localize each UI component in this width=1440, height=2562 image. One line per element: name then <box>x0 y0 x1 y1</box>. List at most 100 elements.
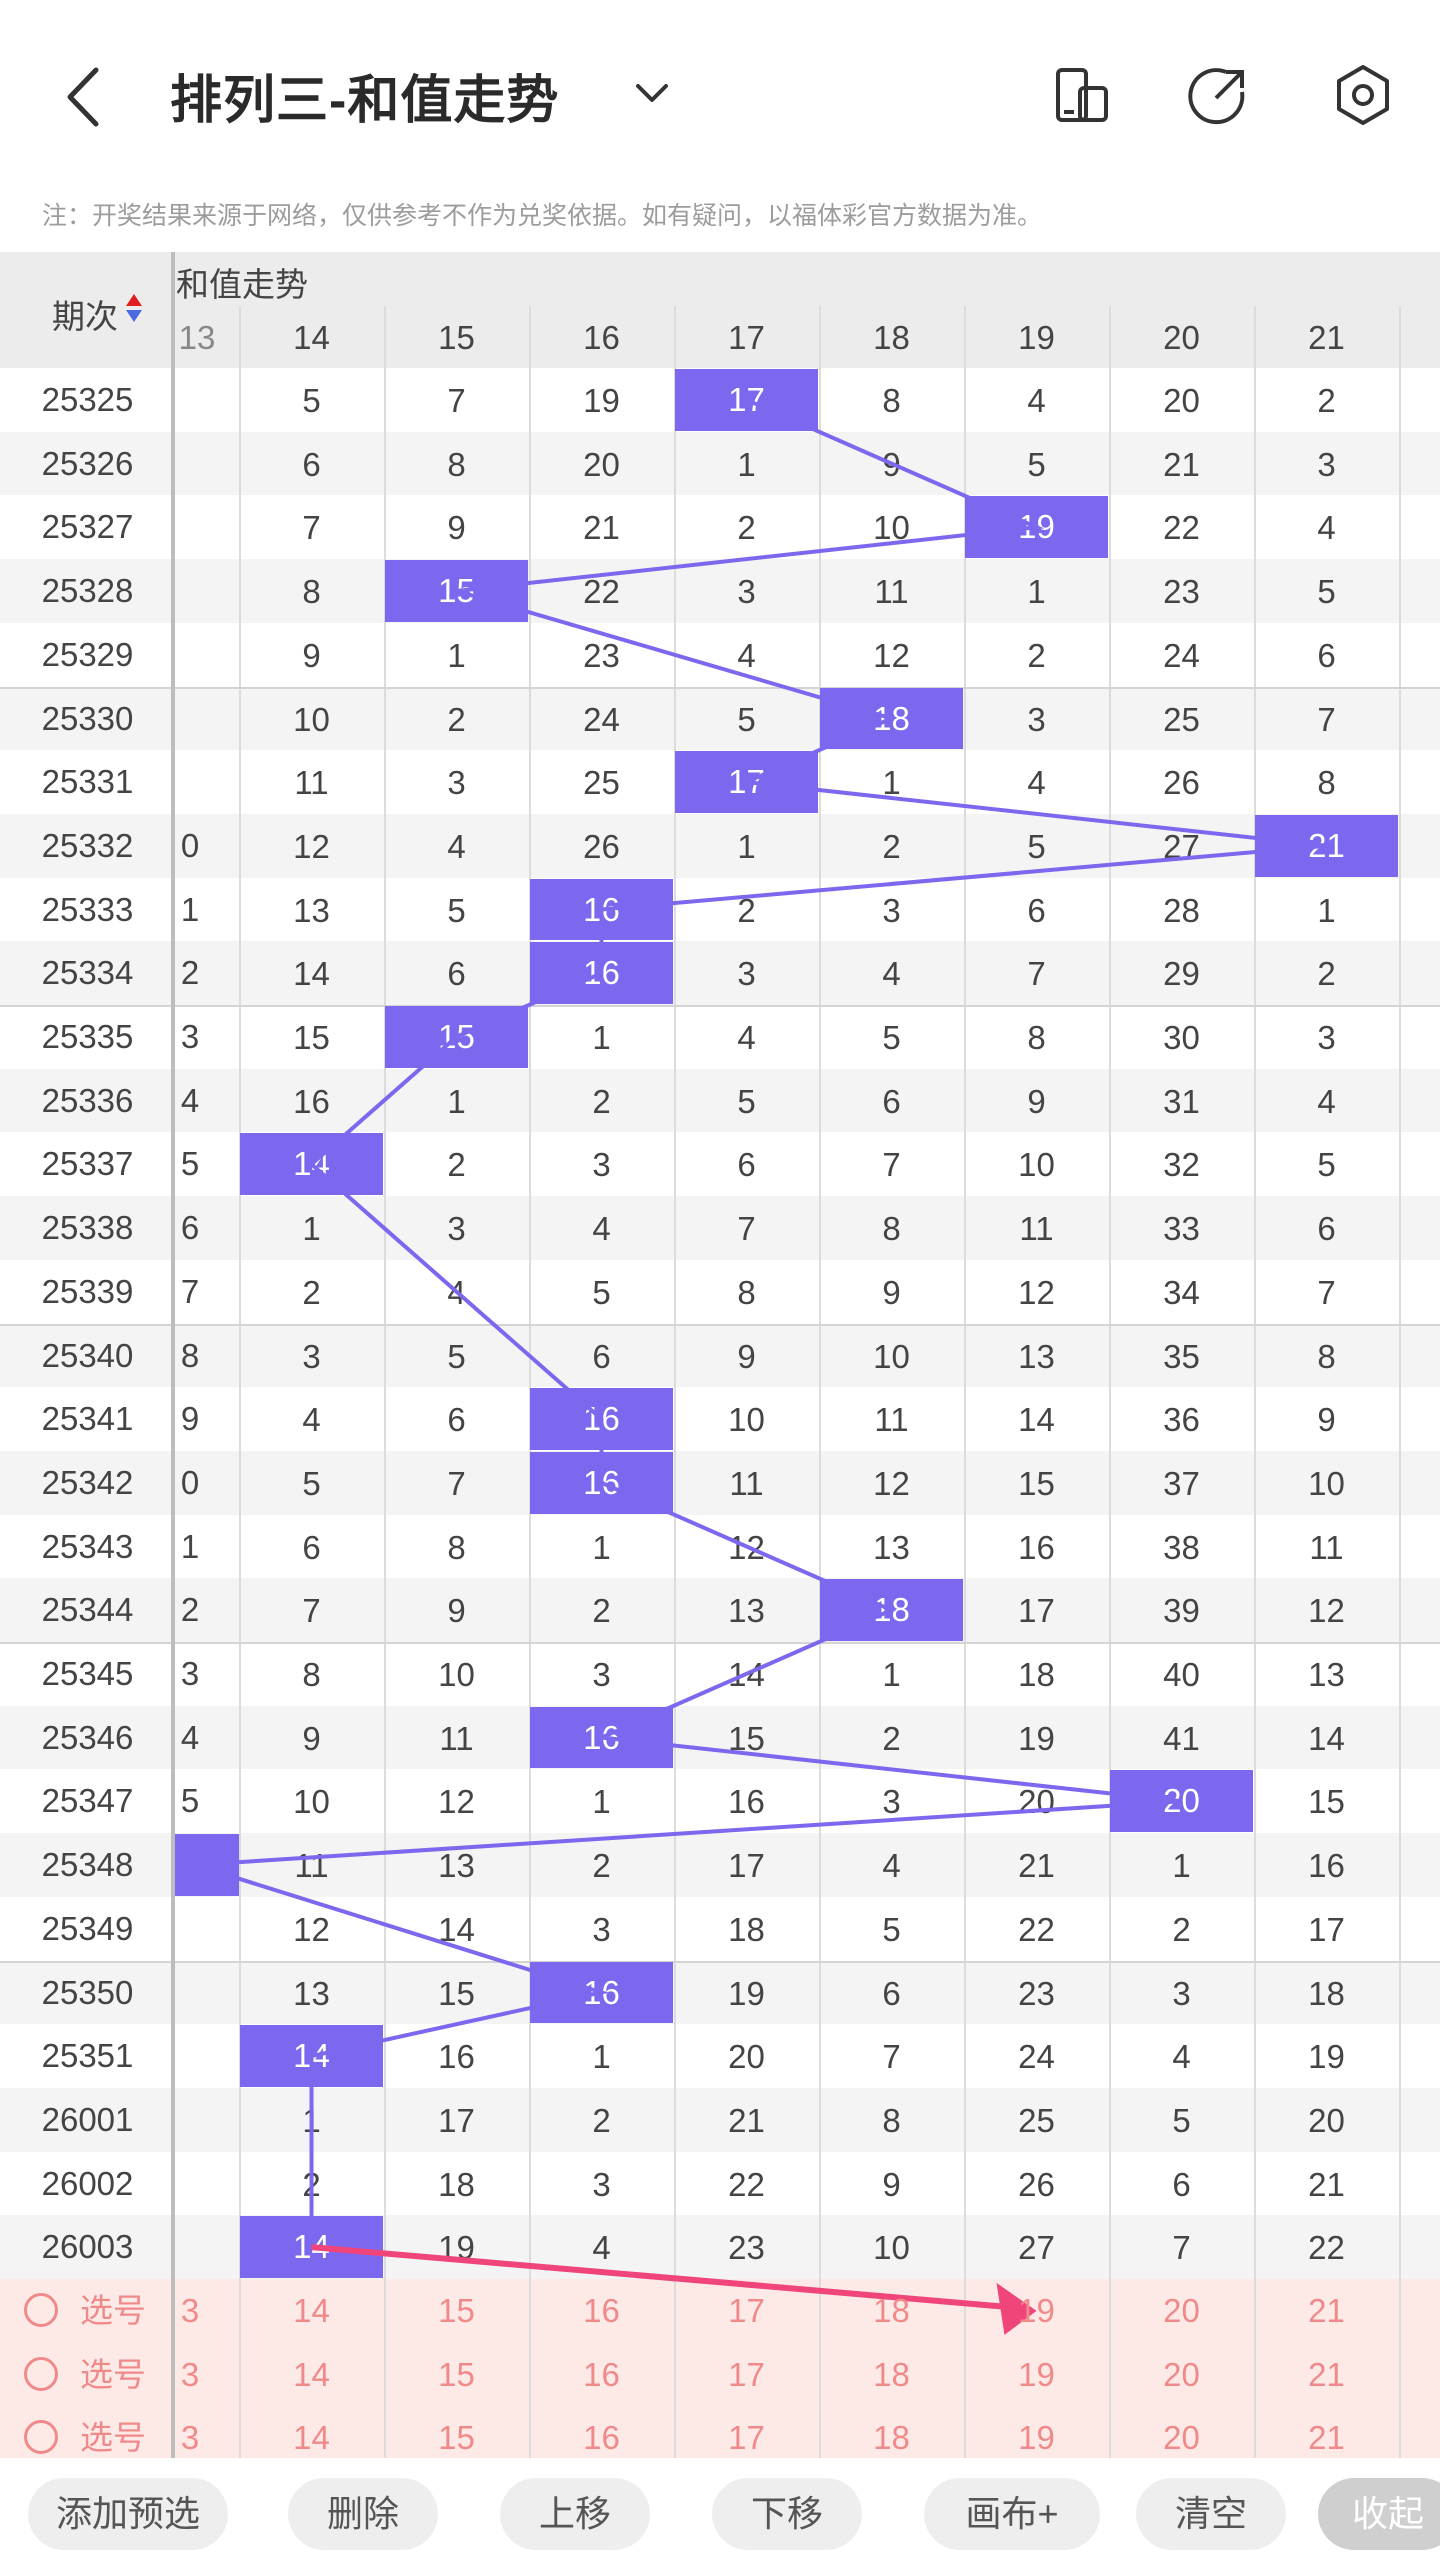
value-cell: 32 <box>1163 1146 1200 1184</box>
sort-icon-down[interactable] <box>126 310 142 322</box>
value-cell: 21 <box>1163 445 1200 483</box>
move-up-button[interactable]: 上移 <box>500 2478 650 2550</box>
page-title[interactable]: 排列三-和值走势 <box>170 72 560 130</box>
value-cell: 2 <box>302 2165 321 2203</box>
add-preselect-button[interactable]: 添加预选 <box>28 2478 228 2550</box>
select-number-cell[interactable]: 19 <box>1018 2355 1055 2393</box>
select-radio-icon[interactable] <box>24 2420 58 2455</box>
select-number-cell[interactable]: 21 <box>1308 2292 1345 2329</box>
period-cell: 25328 <box>41 572 134 610</box>
value-cell: 1 <box>592 1783 611 1821</box>
select-number-cell[interactable]: 16 <box>583 2419 620 2457</box>
select-number-cell[interactable]: 19 <box>1018 2292 1055 2329</box>
value-cell: 6 <box>882 1974 901 2012</box>
select-number-cell[interactable]: 15 <box>438 2419 475 2457</box>
select-number-cell[interactable]: 20 <box>1163 2292 1200 2329</box>
select-row-label[interactable]: 选号 <box>80 2419 146 2457</box>
select-number-cell[interactable]: 17 <box>728 2355 765 2393</box>
move-down-button[interactable]: 下移 <box>712 2478 862 2550</box>
value-cell: 4 <box>302 1401 321 1439</box>
value-cell: 20 <box>583 445 620 483</box>
select-radio-icon[interactable] <box>24 2293 58 2327</box>
frozen-divider <box>171 252 175 2471</box>
select-number-cell[interactable]: 16 <box>583 2292 620 2329</box>
select-number-cell[interactable]: 18 <box>873 2355 910 2393</box>
value-cell: 22 <box>583 573 620 611</box>
hit-cell: 14 <box>240 2216 383 2278</box>
select-number-cell[interactable]: 15 <box>438 2292 475 2329</box>
partial-cell: 0 <box>180 1463 200 1501</box>
clear-button[interactable]: 清空 <box>1136 2478 1286 2550</box>
select-partial-cell[interactable]: 3 <box>180 2419 200 2457</box>
hit-cell: 15 <box>385 1006 528 1068</box>
chevron-down-icon[interactable] <box>632 78 672 108</box>
hit-cell: 18 <box>820 1579 963 1641</box>
select-number-cell[interactable]: 18 <box>873 2419 910 2457</box>
value-cell: 24 <box>1018 2038 1055 2076</box>
value-cell: 5 <box>447 891 466 929</box>
section-title: 和值走势 <box>176 266 308 303</box>
value-cell: 14 <box>728 1656 765 1693</box>
value-cell: 24 <box>583 700 620 738</box>
value-cell: 17 <box>438 2101 475 2139</box>
collapse-button[interactable]: 收起 <box>1318 2478 1440 2550</box>
layout-toggle-icon[interactable] <box>1050 64 1114 128</box>
hit-cell: 16 <box>530 1961 673 2024</box>
value-cell: 12 <box>873 636 910 674</box>
select-number-cell[interactable]: 15 <box>438 2355 475 2393</box>
period-cell: 26003 <box>41 2228 134 2266</box>
select-row-label[interactable]: 选号 <box>80 2355 146 2393</box>
value-cell: 13 <box>728 1592 765 1630</box>
select-partial-cell[interactable]: 3 <box>180 2355 200 2393</box>
select-number-cell[interactable]: 17 <box>728 2292 765 2329</box>
select-radio-icon[interactable] <box>24 2356 58 2391</box>
select-number-cell[interactable]: 20 <box>1163 2355 1200 2393</box>
value-cell: 1 <box>1317 891 1336 929</box>
select-number-cell[interactable]: 17 <box>728 2419 765 2457</box>
value-cell: 8 <box>882 2101 901 2139</box>
value-cell: 21 <box>583 509 620 547</box>
select-number-cell[interactable]: 21 <box>1308 2419 1345 2457</box>
period-cell: 25325 <box>41 381 134 418</box>
select-partial-cell[interactable]: 3 <box>180 2292 200 2329</box>
select-row-label[interactable]: 选号 <box>80 2292 146 2329</box>
period-cell: 25351 <box>41 2037 134 2075</box>
value-cell: 31 <box>1163 1082 1200 1120</box>
select-number-cell[interactable]: 14 <box>293 2355 330 2393</box>
period-header[interactable]: 期次 <box>52 298 118 335</box>
select-number-cell[interactable]: 14 <box>293 2292 330 2329</box>
value-cell: 5 <box>1027 445 1046 483</box>
share-icon[interactable] <box>1186 64 1250 128</box>
value-cell: 4 <box>1317 1082 1336 1120</box>
value-cell: 8 <box>447 1528 466 1566</box>
back-arrow-icon[interactable] <box>60 62 110 132</box>
select-number-cell[interactable]: 14 <box>293 2419 330 2457</box>
delete-button[interactable]: 删除 <box>288 2478 438 2550</box>
select-number-cell[interactable]: 18 <box>873 2292 910 2329</box>
section-header-bar <box>0 252 1440 306</box>
column-header: 16 <box>583 319 620 356</box>
canvas-button[interactable]: 画布+ <box>924 2478 1100 2550</box>
partial-cell: 0 <box>180 826 200 864</box>
value-cell: 1 <box>592 2038 611 2076</box>
value-cell: 10 <box>293 700 330 738</box>
select-number-cell[interactable]: 16 <box>583 2355 620 2393</box>
value-cell: 13 <box>1308 1656 1345 1693</box>
value-cell: 3 <box>592 1146 611 1184</box>
value-cell: 2 <box>1317 955 1336 993</box>
select-number-cell[interactable]: 21 <box>1308 2355 1345 2393</box>
settings-gear-icon[interactable] <box>1330 62 1396 128</box>
value-cell: 11 <box>294 1847 329 1885</box>
period-cell: 25332 <box>41 826 134 864</box>
partial-cell: 4 <box>180 1081 200 1119</box>
value-cell: 3 <box>882 1783 901 1821</box>
value-cell: 10 <box>438 1656 475 1693</box>
value-cell: 7 <box>882 1146 901 1184</box>
period-cell: 25347 <box>41 1782 134 1820</box>
select-number-cell[interactable]: 19 <box>1018 2419 1055 2457</box>
value-cell: 28 <box>1163 891 1200 929</box>
select-number-cell[interactable]: 20 <box>1163 2419 1200 2457</box>
sort-icon[interactable] <box>126 294 142 306</box>
column-header: 21 <box>1308 319 1345 356</box>
